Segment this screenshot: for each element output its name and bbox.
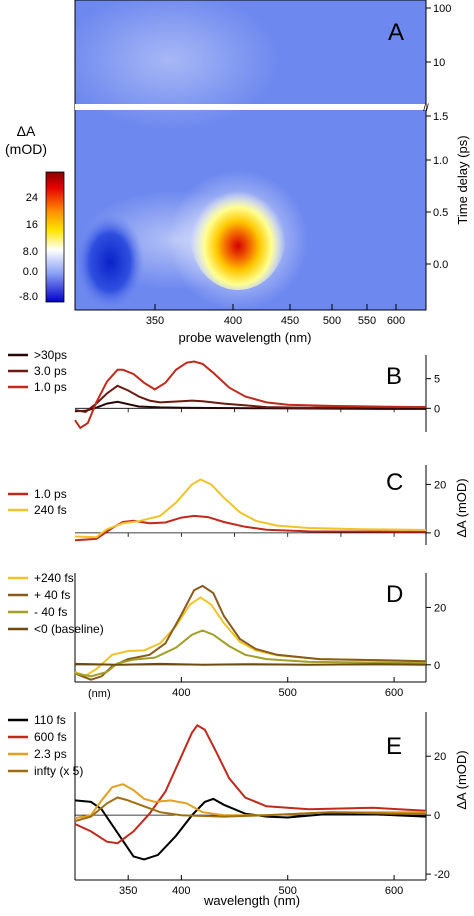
series-line [74, 584, 427, 681]
legend-label: 240 fs [34, 503, 67, 517]
panel-a-bottom-ticks: 350 400 450 500 550 600 [146, 304, 405, 327]
x-tick-label: 600 [385, 687, 403, 699]
y-tick-100: 100 [433, 3, 451, 15]
series-line [74, 478, 427, 539]
panel-e-xlabel: wavelength (nm) [203, 893, 300, 908]
x-tick-label: 400 [172, 885, 190, 897]
y-tick-label: 0 [434, 528, 440, 540]
y-tick-0.0: 0.0 [433, 259, 448, 271]
panel-label-a: A [388, 19, 404, 46]
series-line [74, 360, 427, 430]
heatmap-lightband-upper [75, 0, 280, 130]
legend-label: 600 fs [34, 730, 67, 744]
x-tick-label: 600 [385, 885, 403, 897]
y-tick-label: -20 [434, 869, 450, 881]
heatmap-positive-peak [190, 180, 286, 290]
y-tick-label: 5 [434, 374, 440, 386]
legend-label: 3.0 ps [34, 364, 67, 378]
legend-label: 110 fs [34, 713, 66, 727]
y-tick-label: 20 [434, 479, 446, 491]
y-tick-label: 0 [434, 660, 440, 672]
colorbar-gradient [45, 171, 65, 303]
panel-a-ylabel: Time delay (ps) [455, 135, 470, 224]
x-tick-600: 600 [387, 315, 405, 327]
series-line [74, 662, 427, 666]
y-tick-1.5: 1.5 [433, 111, 448, 123]
series-line [74, 796, 426, 823]
panel-label-c: C [386, 469, 403, 496]
x-tick-label: 500 [279, 885, 297, 897]
legend-label: >30ps [34, 348, 67, 362]
y-tick-1.0: 1.0 [433, 155, 448, 167]
legend-label: infty (x 5) [34, 764, 83, 778]
colorbar-tick-16: 16 [26, 219, 38, 231]
x-tick-label: 400 [172, 687, 190, 699]
legend-label: <0 (baseline) [34, 622, 104, 636]
x-tick-label: 500 [279, 687, 297, 699]
x-tick-400: 400 [224, 315, 242, 327]
legend-label: +240 fs [34, 571, 74, 585]
colorbar-tick-0: 0.0 [23, 266, 38, 278]
series-line [74, 723, 427, 845]
colorbar-tick-8: 8.0 [23, 246, 38, 258]
y-tick-label: 0 [434, 810, 440, 822]
x-tick-550: 550 [358, 315, 376, 327]
colorbar-tick-24: 24 [26, 192, 38, 204]
legend-label: 1.0 ps [34, 380, 67, 394]
panel-label-b: B [386, 363, 402, 390]
colorbar-tick-neg8: -8.0 [19, 291, 38, 303]
series-line [74, 514, 426, 542]
axis-break-marker: // [423, 103, 429, 114]
y-tick-0.5: 0.5 [433, 207, 448, 219]
series-line [74, 629, 427, 678]
colorbar: ΔA (mOD) 24 16 8.0 0.0 -8.0 [5, 123, 65, 303]
panel-a-right-ticks: 100 10 1.5 1.0 0.5 0.0 [426, 3, 451, 271]
panel-e-ylabel: ΔA (mOD) [454, 750, 469, 809]
x-tick-350: 350 [146, 315, 164, 327]
panel-d-nm-label: (nm) [88, 688, 111, 700]
panel-a-axis-break [75, 104, 426, 110]
series-line [74, 384, 426, 413]
x-tick-450: 450 [281, 315, 299, 327]
line-plots: 0 5 >30ps 3.0 ps 1.0 ps 0 20 1.0 ps 240 fs 0 20 +24… [8, 348, 450, 897]
colorbar-unit: (mOD) [5, 141, 47, 157]
legend-label: + 40 fs [34, 588, 70, 602]
y-tick-10: 10 [433, 57, 445, 69]
heatmap-negative-region [76, 214, 144, 310]
legend-label: 1.0 ps [34, 487, 67, 501]
y-tick-label: 20 [434, 751, 446, 763]
legend-label: 2.3 ps [34, 747, 67, 761]
y-tick-label: 0 [434, 403, 440, 415]
y-tick-label: 20 [434, 602, 446, 614]
x-tick-500: 500 [323, 315, 341, 327]
panel-label-d: D [386, 581, 403, 608]
x-tick-label: 350 [119, 885, 137, 897]
series-line [74, 400, 426, 413]
panel-a-xlabel: probe wavelength (nm) [179, 330, 312, 345]
panel-c-ylabel: ΔA (mOD) [454, 478, 469, 537]
legend-label: - 40 fs [34, 605, 67, 619]
panel-label-e: E [386, 733, 402, 760]
panel-a-frame [74, 0, 427, 311]
colorbar-title: ΔA [17, 123, 36, 139]
series-line [74, 797, 427, 861]
panel-a-heatmap [75, 0, 426, 310]
